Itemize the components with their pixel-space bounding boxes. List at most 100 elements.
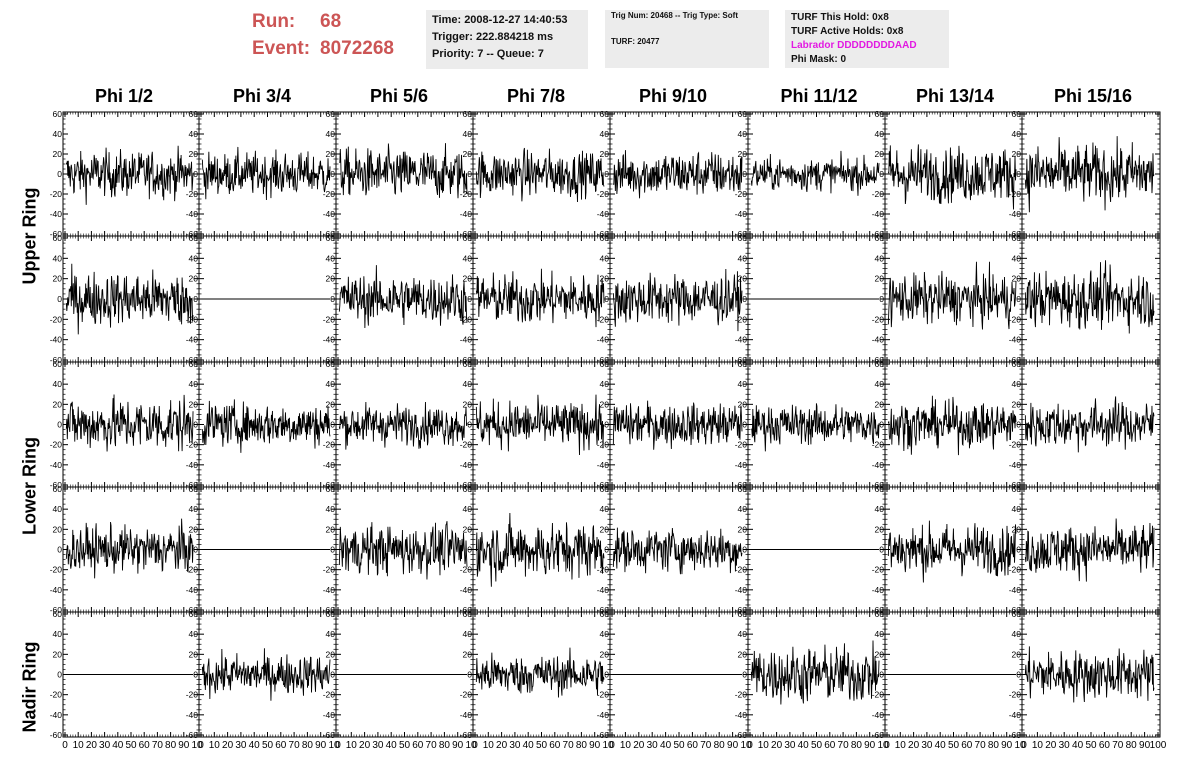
y-tick-label: 40 [875, 253, 885, 263]
y-tick-label: 60 [189, 109, 199, 119]
y-tick-label: 60 [600, 484, 610, 494]
y-tick-label: -20 [323, 314, 336, 324]
y-tick-label: 0 [879, 294, 884, 304]
y-tick-label: -20 [460, 565, 473, 575]
y-tick-label: 40 [189, 504, 199, 514]
y-tick-label: -60 [597, 229, 610, 239]
y-tick-label: 0 [57, 294, 62, 304]
y-tick-label: -20 [186, 314, 199, 324]
y-tick-label: 20 [600, 149, 610, 159]
y-tick-label: 60 [53, 359, 63, 369]
y-tick-label: -60 [50, 605, 63, 615]
y-tick-label: 0 [879, 169, 884, 179]
y-tick-label: 0 [330, 420, 335, 430]
y-tick-label: -40 [597, 460, 610, 470]
y-tick-label: 20 [875, 399, 885, 409]
y-tick-label: 40 [463, 129, 473, 139]
y-tick-label: -20 [735, 189, 748, 199]
y-tick-label: -40 [1009, 209, 1022, 219]
y-tick-label: -40 [50, 335, 63, 345]
y-tick-label: 40 [463, 379, 473, 389]
y-tick-label: -60 [597, 355, 610, 365]
y-tick-label: 40 [875, 379, 885, 389]
y-tick-label: 20 [600, 399, 610, 409]
y-tick-label: -20 [460, 314, 473, 324]
y-tick-label: 60 [600, 109, 610, 119]
y-tick-label: 0 [604, 294, 609, 304]
y-tick-label: 20 [738, 274, 748, 284]
y-tick-label: -60 [323, 229, 336, 239]
y-tick-label: 0 [604, 420, 609, 430]
y-tick-label: 40 [600, 504, 610, 514]
waveform-trace [338, 402, 468, 450]
trigger-line: Trigger: 222.884218 ms [432, 31, 554, 43]
y-tick-label: -60 [186, 605, 199, 615]
y-tick-label: -40 [50, 209, 63, 219]
waveform-trace [612, 527, 743, 575]
y-tick-label: -60 [597, 605, 610, 615]
y-tick-label: 60 [53, 109, 63, 119]
y-tick-label: 0 [742, 294, 747, 304]
y-tick-label: -40 [50, 460, 63, 470]
event-row: Event: 8072268 [252, 35, 422, 62]
y-tick-label: 0 [330, 545, 335, 555]
labrador-line: Labrador DDDDDDDDAAD [791, 40, 917, 51]
y-tick-label: -60 [186, 229, 199, 239]
y-tick-label: 20 [53, 399, 63, 409]
y-tick-label: -40 [735, 460, 748, 470]
y-tick-label: -40 [460, 585, 473, 595]
y-tick-label: 20 [463, 524, 473, 534]
y-tick-label: 60 [463, 359, 473, 369]
event-label: Event: [252, 38, 311, 59]
y-tick-label: 0 [467, 420, 472, 430]
y-tick-label: 60 [875, 484, 885, 494]
y-tick-label: 20 [875, 524, 885, 534]
y-tick-label: -20 [735, 440, 748, 450]
y-tick-label: 60 [738, 233, 748, 243]
y-tick-label: -60 [735, 355, 748, 365]
waveform-trace [887, 261, 1017, 330]
y-tick-label: 20 [326, 149, 336, 159]
event-value: 8072268 [320, 38, 394, 59]
trigger-info-box: Trig Num: 20468 -- Trig Type: Soft TURF:… [605, 10, 769, 68]
y-tick-label: -40 [872, 209, 885, 219]
run-label: Run: [252, 11, 296, 32]
y-tick-label: 60 [875, 109, 885, 119]
waveform-trace [475, 268, 605, 328]
y-tick-label: 0 [467, 169, 472, 179]
waveform-trace [1024, 136, 1155, 213]
y-tick-label: 60 [1012, 359, 1022, 369]
waveform-trace [475, 147, 605, 202]
y-tick-label: 40 [1012, 379, 1022, 389]
y-tick-label: 20 [189, 399, 199, 409]
y-tick-label: -20 [597, 314, 610, 324]
y-tick-label: -60 [50, 480, 63, 490]
y-tick-label: 20 [326, 399, 336, 409]
waveform-trace [887, 144, 1017, 210]
y-tick-label: -60 [186, 480, 199, 490]
y-tick-label: -40 [872, 460, 885, 470]
y-tick-label: 0 [1016, 420, 1021, 430]
y-tick-label: 0 [879, 545, 884, 555]
y-tick-label: -20 [323, 440, 336, 450]
waveform-trace [750, 403, 880, 452]
y-tick-label: 0 [742, 545, 747, 555]
y-tick-label: 40 [875, 129, 885, 139]
column-header-phi-5-6: Phi 5/6 [369, 86, 429, 106]
y-tick-label: 0 [742, 169, 747, 179]
y-tick-label: 20 [1012, 274, 1022, 284]
y-tick-label: 40 [53, 253, 63, 263]
y-tick-label: 0 [1016, 169, 1021, 179]
y-tick-label: 0 [57, 545, 62, 555]
column-header-phi-9-10: Phi 9/10 [638, 86, 708, 106]
y-tick-label: 60 [875, 233, 885, 243]
y-tick-label: 60 [463, 233, 473, 243]
waveform-trace [1024, 260, 1155, 334]
y-tick-label: 60 [326, 484, 336, 494]
y-tick-label: -20 [50, 314, 63, 324]
y-tick-label: -20 [872, 189, 885, 199]
y-tick-label: 40 [1012, 129, 1022, 139]
y-tick-label: 20 [463, 149, 473, 159]
y-tick-label: -20 [50, 189, 63, 199]
y-tick-label: 20 [875, 274, 885, 284]
